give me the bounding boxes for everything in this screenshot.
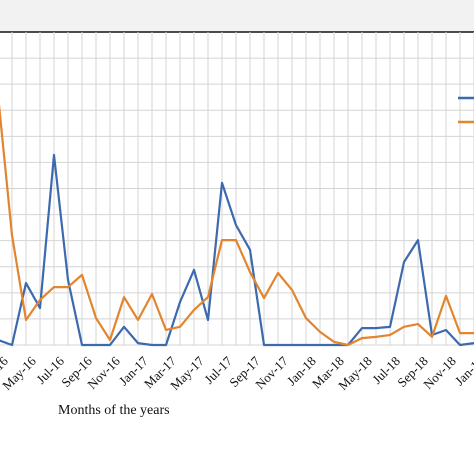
- top-band: [0, 0, 474, 32]
- x-tick-label: Jan-19: [452, 353, 474, 388]
- grid: [0, 32, 474, 346]
- series-line: [0, 103, 474, 347]
- x-tick-labels: Mar-16May-16Jul-16Sep-16Nov-16Jan-17Mar-…: [0, 353, 474, 393]
- x-tick-label: Nov-17: [252, 353, 291, 392]
- lines: [0, 96, 474, 347]
- x-axis-label: Months of the years: [58, 403, 170, 418]
- x-tick-label: Nov-16: [84, 353, 123, 392]
- series-line: [0, 153, 474, 347]
